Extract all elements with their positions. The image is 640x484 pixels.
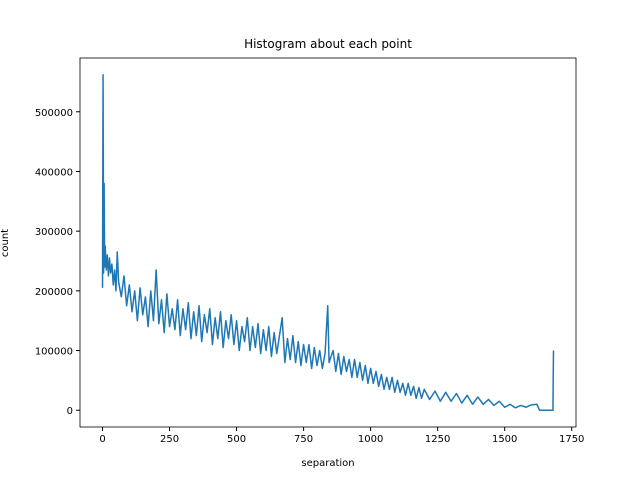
x-tick-label: 250 [160,434,179,445]
x-tick-label: 750 [294,434,313,445]
y-tick-label: 100000 [35,347,73,358]
x-tick-label: 1000 [358,434,383,445]
x-tick-label: 1500 [492,434,517,445]
x-tick-label: 500 [227,434,246,445]
data-line [101,74,555,411]
x-tick-label: 1250 [425,434,450,445]
y-tick-label: 500000 [35,108,73,119]
y-tick-label: 200000 [35,287,73,298]
y-tick-label: 0 [67,406,73,417]
y-axis-label: count [0,229,11,257]
y-tick-label: 300000 [35,227,73,238]
x-axis-label: separation [301,458,354,469]
x-tick-label: 1750 [559,434,584,445]
plot-frame [79,57,577,428]
x-tick-label: 0 [99,434,105,445]
chart-title: Histogram about each point [244,37,412,51]
y-tick-label: 400000 [35,167,73,178]
